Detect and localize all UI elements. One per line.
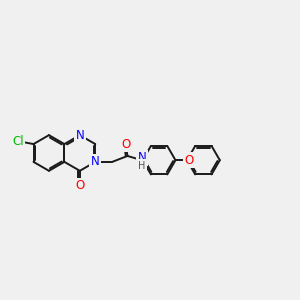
Text: N: N bbox=[91, 155, 100, 168]
Text: N: N bbox=[76, 129, 84, 142]
Text: H: H bbox=[138, 160, 146, 170]
Text: Cl: Cl bbox=[12, 135, 24, 148]
Text: O: O bbox=[75, 179, 85, 193]
Text: N: N bbox=[137, 151, 146, 164]
Text: O: O bbox=[121, 138, 130, 151]
Text: O: O bbox=[185, 154, 194, 167]
